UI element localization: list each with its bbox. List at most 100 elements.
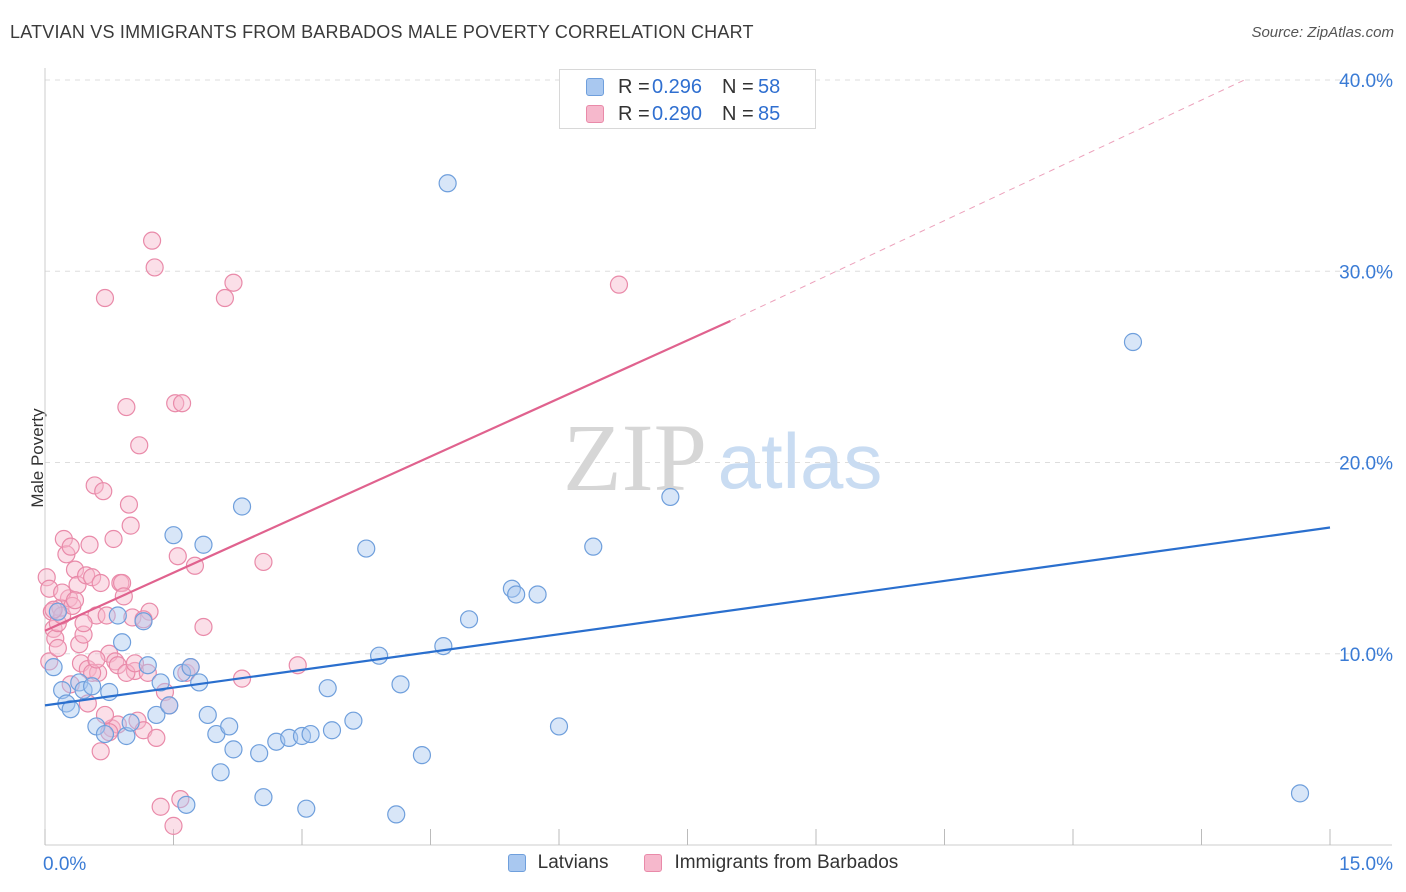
latvian-point [112,633,132,652]
latvian-point [459,610,479,629]
tick-labels: 10.0% 20.0% 30.0% 40.0% 0.0% 15.0% [43,71,1393,875]
legend-r-label: R = [618,75,650,98]
barbados-point [194,617,213,637]
trend-lines [44,79,1331,707]
latvian-point [151,673,170,692]
bottom-legend-latvians[interactable]: Latvians [507,852,609,874]
barbados-point [61,537,80,556]
barbados-point [65,591,85,610]
bottom-legend-barbados[interactable]: Immigrants from Barbados [644,852,898,874]
legend-box: R = 0.296 N = 58 R = 0.290 N = 85 [559,69,816,129]
legend-n-label: N = [722,75,754,98]
barbados-point [130,436,149,455]
latvian-point [232,497,252,516]
barbados-point [48,638,67,658]
latvian-point [391,675,410,694]
latvian-point [250,744,269,763]
barbados-point [151,797,170,816]
bottom-legend-label-latvians: Latvians [537,852,609,873]
latvian-point [507,585,526,604]
barbados-point [164,816,183,835]
barbados-trend-line [44,319,731,632]
barbados-point [224,273,243,292]
latvian-point [160,696,179,715]
barbados-point [123,608,142,627]
legend-n-value: 58 [758,75,781,98]
legend-swatch-latvians [586,78,604,96]
source-label: Source: ZipAtlas.com [1251,24,1394,41]
barbados-point [119,495,139,514]
latvian-point [297,799,316,818]
barbados-point [65,560,85,579]
barbados-point [87,650,106,669]
legend-r-label: R = [618,102,650,125]
barbados-point [70,635,89,654]
latvian-point [181,658,200,677]
latvian-point [254,788,273,807]
x-tick-label-max: 15.0% [1339,854,1393,875]
axes [44,68,1392,846]
barbados-point [117,397,136,417]
latvian-point [528,585,547,604]
latvian-point [61,700,80,719]
latvian-point [138,656,157,675]
latvian-point [74,680,93,700]
watermark-zip: ZIP [563,404,707,511]
barbados-point [74,614,93,633]
latvian-point [53,680,72,700]
latvian-trend-line [44,526,1331,707]
y-tick-label: 40.0% [1339,71,1393,92]
series-latvian-points [44,174,1310,824]
latvian-point [220,717,239,736]
bottom-legend: Latvians Immigrants from Barbados [0,852,1406,874]
latvian-point [147,705,166,725]
y-tick-label: 10.0% [1339,645,1393,666]
latvian-point [661,487,680,507]
latvian-point [1290,784,1310,803]
latvian-point [83,677,102,696]
latvian-point [549,717,569,736]
chart-title: LATVIAN VS IMMIGRANTS FROM BARBADOS MALE… [10,22,754,42]
barbados-point [94,482,113,501]
grid-lines [45,79,1392,655]
latvian-point [412,746,432,765]
barbados-point [37,568,56,587]
latvian-point [117,726,136,746]
series-barbados-points [37,231,629,835]
latvian-point [177,795,196,814]
barbados-point [166,394,185,413]
watermark-atlas: atlas [718,417,883,505]
barbados-point [95,288,115,308]
latvian-point [211,763,230,782]
bottom-legend-label-barbados: Immigrants from Barbados [674,852,899,873]
legend-r-value: 0.290 [652,102,703,125]
barbados-point [104,529,123,549]
legend-r-value: 0.296 [652,75,703,98]
legend-swatch-barbados [586,105,604,123]
barbados-point [142,231,162,250]
barbados-point [147,728,166,748]
y-tick-label: 20.0% [1339,454,1393,475]
latvian-point [108,606,127,625]
latvian-point [370,646,389,665]
barbados-point [254,552,273,572]
barbados-point [145,258,164,277]
latvian-point [301,724,320,744]
legend-row-barbados: R = 0.290 N = 85 [586,101,780,127]
legend-n-label: N = [722,102,754,125]
barbados-point [91,742,110,761]
latvian-point [95,724,115,744]
latvian-point [438,174,457,193]
latvian-point [121,713,140,732]
x-tick-label-min: 0.0% [43,854,86,875]
barbados-point [172,394,192,413]
barbados-point [128,711,147,730]
barbados-point [609,275,629,294]
latvian-point [48,602,67,621]
watermark: ZIP atlas [563,404,882,511]
latvian-point [357,539,376,558]
legend-n-value: 85 [758,102,781,125]
barbados-point [83,663,102,682]
barbados-point [121,516,140,535]
